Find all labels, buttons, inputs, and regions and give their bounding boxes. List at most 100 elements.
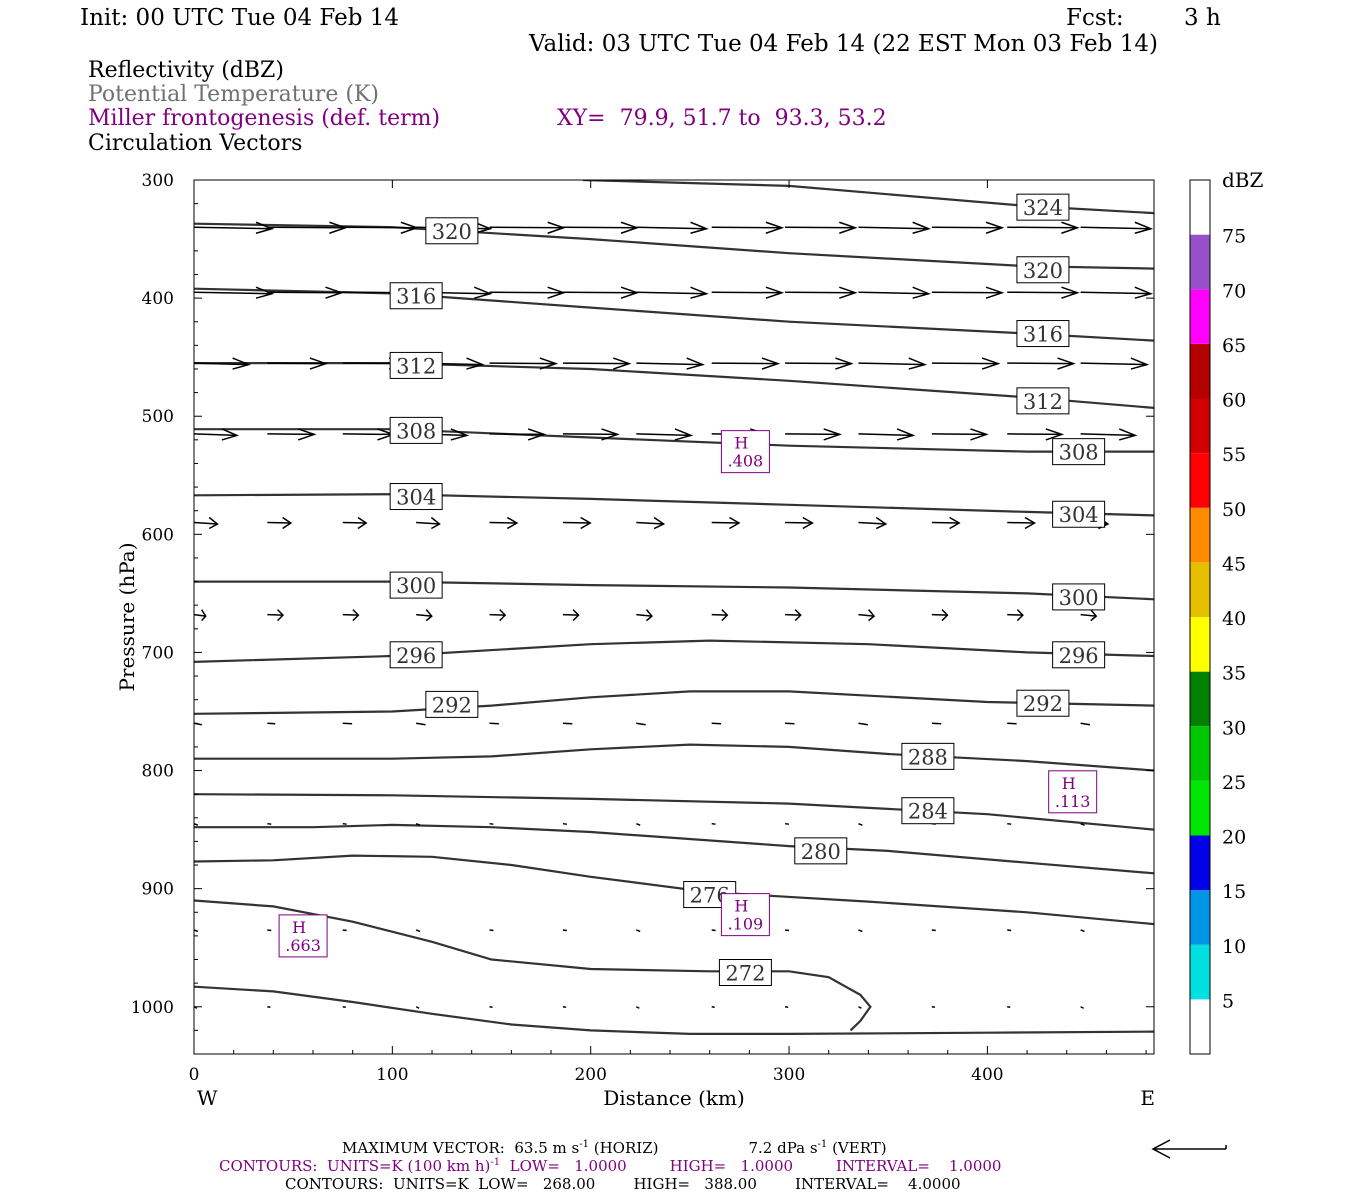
circulation-vector-head xyxy=(690,286,709,299)
circulation-vector xyxy=(858,362,925,366)
circulation-vector xyxy=(1153,823,1154,825)
circulation-vector xyxy=(785,521,813,524)
circulation-vector-head xyxy=(232,357,251,370)
contour-label: 284 xyxy=(908,800,948,824)
contour-label-box xyxy=(1016,387,1070,415)
circulation-vector-head xyxy=(282,516,293,530)
circulation-vector xyxy=(194,433,237,437)
circulation-vector xyxy=(562,722,573,725)
circulation-vector-head xyxy=(430,516,441,530)
circulation-vector xyxy=(1007,929,1012,932)
theta-contour-324 xyxy=(582,180,1154,215)
circulation-vector xyxy=(1153,723,1154,725)
circulation-vector xyxy=(858,1006,862,1009)
circulation-vector xyxy=(342,929,347,932)
circulation-vector xyxy=(489,1006,493,1008)
circulation-vector xyxy=(711,722,722,725)
circulation-vector xyxy=(267,362,326,365)
circulation-vector xyxy=(267,433,315,436)
circulation-vector xyxy=(194,226,273,230)
theta-contour-280 xyxy=(194,823,1154,875)
colorbar-frame xyxy=(1189,179,1211,1055)
colorbar-tick-label: 25 xyxy=(1222,772,1246,794)
colorbar-bin xyxy=(1190,562,1210,617)
colorbar-bin xyxy=(1190,453,1210,508)
circulation-vector-head xyxy=(823,428,842,441)
circulation-vector-head xyxy=(297,428,317,441)
colorbar-tick-label: 75 xyxy=(1222,226,1246,248)
circulation-vector xyxy=(931,1006,935,1008)
contour-label: 312 xyxy=(1023,390,1063,414)
contour-label: 292 xyxy=(1023,692,1063,716)
circulation-vector xyxy=(1007,521,1035,524)
circulation-vector xyxy=(784,1006,789,1008)
frontogenesis-max-box xyxy=(720,430,770,474)
y-tick-label: 400 xyxy=(142,289,174,309)
frontogenesis-max-value: .408 xyxy=(728,452,764,471)
circulation-vector xyxy=(785,722,795,725)
circulation-vector xyxy=(489,226,564,229)
circulation-vector xyxy=(636,929,641,933)
circulation-vector-head xyxy=(839,286,858,299)
theta-contour-316 xyxy=(194,287,1154,342)
circulation-vector xyxy=(636,226,707,230)
reference-vector-arrow xyxy=(1151,1139,1227,1159)
circulation-vector xyxy=(1153,929,1154,931)
frontogenesis-max-label: H xyxy=(292,918,306,937)
circulation-vector xyxy=(931,226,1003,229)
theta-contour-304 xyxy=(194,493,1154,517)
circulation-vector xyxy=(711,822,716,825)
circulation-vector xyxy=(1007,1006,1011,1008)
y-tick-label: 1000 xyxy=(131,998,174,1018)
circulation-vector-head xyxy=(645,609,653,622)
y-tick-label: 600 xyxy=(142,525,174,545)
circulation-vector xyxy=(1007,613,1023,616)
circulation-vector-head xyxy=(729,516,741,530)
circulation-vector xyxy=(194,291,273,295)
colorbar-tick-label: 20 xyxy=(1222,827,1246,849)
contour-label: 288 xyxy=(908,745,948,769)
circulation-vector xyxy=(858,521,886,525)
contour-label: 296 xyxy=(1059,644,1099,668)
contour-label-box xyxy=(718,959,772,987)
contour-label: 324 xyxy=(1023,196,1063,220)
circulation-vector-head xyxy=(1024,516,1037,530)
contour-label: 300 xyxy=(396,574,436,598)
valid-time: Valid: 03 UTC Tue 04 Feb 14 (22 EST Mon … xyxy=(529,31,1158,57)
circulation-vector xyxy=(267,722,276,725)
circulation-vector-head xyxy=(761,357,781,370)
circulation-vector xyxy=(562,291,638,294)
contour-label: 292 xyxy=(432,693,472,717)
circulation-vector xyxy=(1080,1006,1084,1009)
circulation-vector xyxy=(562,433,618,436)
circulation-vector xyxy=(267,613,284,616)
frontogenesis-max-label: H xyxy=(734,434,748,453)
colorbar-bin xyxy=(1190,289,1210,344)
circulation-vector xyxy=(931,929,936,932)
y-tick-label: 500 xyxy=(142,407,174,427)
circulation-vector xyxy=(1007,722,1017,725)
circulation-vector xyxy=(1007,291,1078,294)
circulation-vector xyxy=(489,822,494,825)
circulation-vector xyxy=(342,521,367,524)
colorbar-bin xyxy=(1190,617,1210,672)
circulation-vector xyxy=(858,929,863,933)
circulation-vector-head xyxy=(868,609,876,622)
contour-label-box xyxy=(1052,438,1106,466)
contour-label-box xyxy=(389,282,443,310)
colorbar-unit: dBZ xyxy=(1222,168,1264,192)
circulation-vector xyxy=(267,822,272,825)
colorbar-tick-label: 5 xyxy=(1222,990,1234,1012)
circulation-vector-head xyxy=(686,357,705,370)
y-tick-label: 700 xyxy=(142,643,174,663)
circulation-vector xyxy=(636,521,664,525)
circulation-vector-head xyxy=(835,357,854,370)
colorbar-bin xyxy=(1190,234,1210,290)
circulation-vector xyxy=(342,613,359,616)
legend-reflectivity: Reflectivity (dBZ) xyxy=(88,58,284,83)
circulation-vector xyxy=(1080,929,1085,933)
contour-label-box xyxy=(389,416,443,444)
contour-label-box xyxy=(1016,193,1070,221)
circulation-vector xyxy=(1153,227,1154,228)
